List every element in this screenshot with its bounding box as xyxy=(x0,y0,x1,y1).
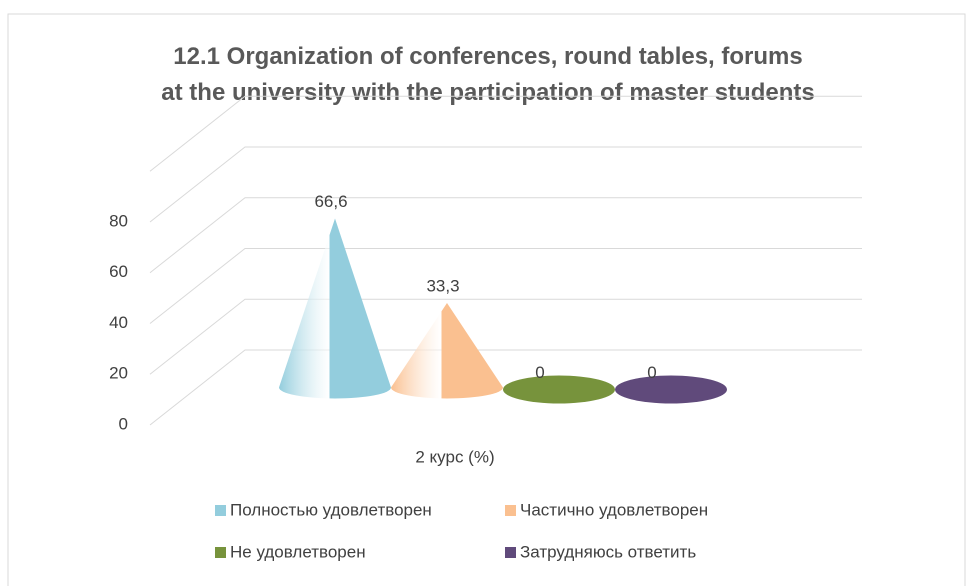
cone xyxy=(503,375,615,404)
data-label: 0 xyxy=(647,363,656,382)
legend-label: Полностью удовлетворен xyxy=(230,500,432,519)
data-label: 66,6 xyxy=(314,192,347,211)
grid-line xyxy=(149,95,862,172)
data-label: 33,3 xyxy=(426,276,459,295)
chart-title: 12.1 Organization of conferences, round … xyxy=(161,43,814,106)
grid-line xyxy=(149,197,862,274)
cone xyxy=(279,218,391,399)
y-tick-label: 0 xyxy=(119,414,128,433)
chart-frame xyxy=(7,13,966,586)
legend-label: Затрудняюсь ответить xyxy=(520,542,696,561)
grid-line xyxy=(149,146,862,223)
x-axis-category: 2 курс (%) xyxy=(415,447,494,466)
legend-swatch xyxy=(505,505,516,516)
y-tick-label: 80 xyxy=(109,211,128,230)
y-tick-label: 60 xyxy=(109,262,128,281)
data-label: 0 xyxy=(535,363,544,382)
cone xyxy=(615,375,727,404)
cone xyxy=(391,303,503,399)
grid-line xyxy=(149,298,862,375)
y-tick-label: 20 xyxy=(109,364,128,383)
legend-swatch xyxy=(215,505,226,516)
grid-line xyxy=(149,349,862,426)
legend-swatch xyxy=(215,547,226,558)
y-tick-label: 40 xyxy=(109,313,128,332)
legend-label: Не удовлетворен xyxy=(230,542,366,561)
legend-swatch xyxy=(505,547,516,558)
grid-line xyxy=(149,248,862,324)
legend-label: Частично удовлетворен xyxy=(520,500,708,519)
